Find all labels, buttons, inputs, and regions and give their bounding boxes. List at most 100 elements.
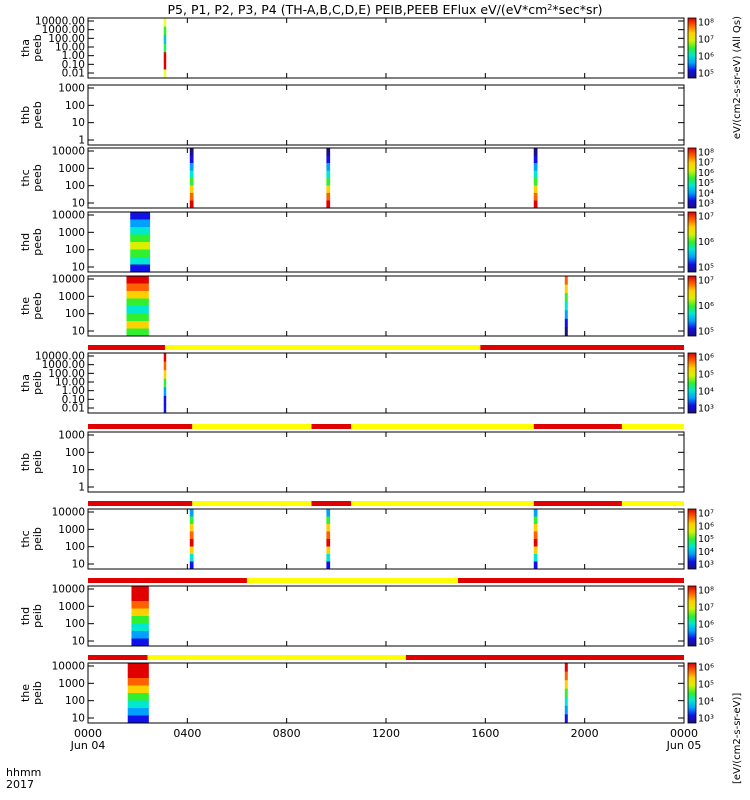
colorbar <box>687 508 697 570</box>
data-cell <box>131 593 149 602</box>
panel-frame <box>87 84 685 146</box>
data-cell <box>189 148 194 156</box>
panel-the-peeb: 10000 1000 100 10 the peeb 10⁷ 10⁶ 10⁵ <box>19 274 714 338</box>
panel-product-label: peib <box>31 527 44 551</box>
data-cell <box>163 18 167 28</box>
data-cell <box>163 26 167 36</box>
x-tick-label: 0400 <box>173 727 201 740</box>
colorbar-tick-label: 10⁶ <box>698 237 714 248</box>
x-tick-label: 2000 <box>571 727 599 740</box>
data-block <box>189 148 194 209</box>
panel-product-label: peeb <box>31 292 44 320</box>
x-tick-label: 1200 <box>372 727 400 740</box>
status-bar-segment <box>88 578 247 583</box>
data-cell <box>189 178 194 186</box>
data-cell <box>533 185 538 194</box>
panel-probe-label: thd <box>19 233 32 251</box>
y-tick-label: 1000 <box>58 291 85 303</box>
panel-frame <box>87 147 685 209</box>
y-tick-label: 1000.00 <box>42 24 85 36</box>
data-cell <box>326 170 331 179</box>
panel-product-label: peib <box>31 450 44 474</box>
colorbar <box>687 352 697 414</box>
data-block <box>131 586 149 647</box>
colorbar-tick-label: 10³ <box>698 560 714 571</box>
data-cell <box>326 155 331 164</box>
panel-frame <box>87 508 685 570</box>
colorbar-tick-label: 10⁵ <box>698 534 714 545</box>
data-cell <box>533 516 538 525</box>
status-bar-segment <box>533 501 622 506</box>
colorbar <box>687 585 697 647</box>
x-date-label: Jun 04 <box>70 739 106 752</box>
y-tick-label: 1.00 <box>62 385 85 397</box>
data-cell <box>533 148 538 156</box>
data-cell <box>130 212 151 220</box>
data-cell <box>130 219 151 228</box>
data-cell <box>130 257 151 265</box>
data-block <box>126 276 149 337</box>
data-cell <box>127 670 149 679</box>
x-tick-label: 0000 <box>74 727 102 740</box>
data-block <box>533 509 538 570</box>
colorbar-tick-label: 10⁵ <box>698 637 714 648</box>
colorbar-tick-label: 10⁷ <box>698 603 714 614</box>
data-cell <box>189 516 194 525</box>
data-cell <box>126 313 149 322</box>
data-cell <box>564 293 568 303</box>
data-cell <box>189 546 194 555</box>
colorbar-tick-label: 10⁷ <box>698 276 714 287</box>
data-cell <box>533 170 538 179</box>
panel-stack: 10000.001000.00100.0010.001.000.100.01th… <box>19 16 714 725</box>
data-cell <box>326 178 331 186</box>
colorbar-tick-label: 10⁷ <box>698 158 714 169</box>
data-block <box>130 212 151 273</box>
status-bar-segment <box>246 578 459 583</box>
data-cell <box>326 539 331 547</box>
y-tick-label: 1000 <box>58 430 85 442</box>
data-cell <box>127 678 149 686</box>
data-cell <box>126 291 149 299</box>
data-block <box>533 148 538 209</box>
y-tick-label: 10 <box>72 713 85 725</box>
colorbar-label-lower: [eV/(cm2-s-sr-eV)] <box>732 693 743 784</box>
status-bar-segment <box>88 501 193 506</box>
panel-probe-label: the <box>19 684 32 702</box>
panel-probe-label: thb <box>19 453 32 471</box>
colorbar-tick-label: 10⁶ <box>698 521 714 532</box>
data-cell <box>564 301 568 311</box>
colorbar <box>687 17 697 79</box>
panel-probe-label: thc <box>19 169 32 186</box>
x-corner-label-top: hhmm <box>6 766 41 779</box>
status-bar-segment <box>147 655 406 660</box>
panel-product-label: peeb <box>31 164 44 192</box>
panel-product-label: peeb <box>31 34 44 62</box>
data-cell <box>326 554 331 562</box>
data-cell <box>127 700 149 709</box>
data-cell <box>533 524 538 532</box>
data-cell <box>127 708 149 716</box>
status-bar-segment <box>351 424 534 429</box>
chart-title: P5, P1, P2, P3, P4 (TH-A,B,C,D,E) PEIB,P… <box>168 2 603 17</box>
data-cell <box>163 361 167 371</box>
panel-probe-label: thc <box>19 530 32 547</box>
y-tick-label: 100.00 <box>48 368 85 380</box>
status-bar-segment <box>405 655 684 660</box>
colorbar-tick-label: 10⁵ <box>698 370 714 381</box>
y-tick-label: 0.01 <box>62 403 85 415</box>
y-tick-label: 1000 <box>58 227 85 239</box>
panel-product-label: peib <box>31 604 44 628</box>
data-cell <box>564 671 568 681</box>
panel-frame <box>87 211 685 273</box>
y-tick-label: 1000 <box>58 678 85 690</box>
data-cell <box>189 524 194 532</box>
colorbar-tick-label: 10⁸ <box>698 148 714 159</box>
data-cell <box>533 200 538 209</box>
data-cell <box>533 178 538 186</box>
data-cell <box>564 697 568 707</box>
status-bar-segment <box>351 501 534 506</box>
colorbar-tick-label: 10⁸ <box>698 18 714 29</box>
data-cell <box>326 148 331 156</box>
y-tick-label: 1.00 <box>62 50 85 62</box>
colorbar-tick-label: 10⁵ <box>698 263 714 274</box>
